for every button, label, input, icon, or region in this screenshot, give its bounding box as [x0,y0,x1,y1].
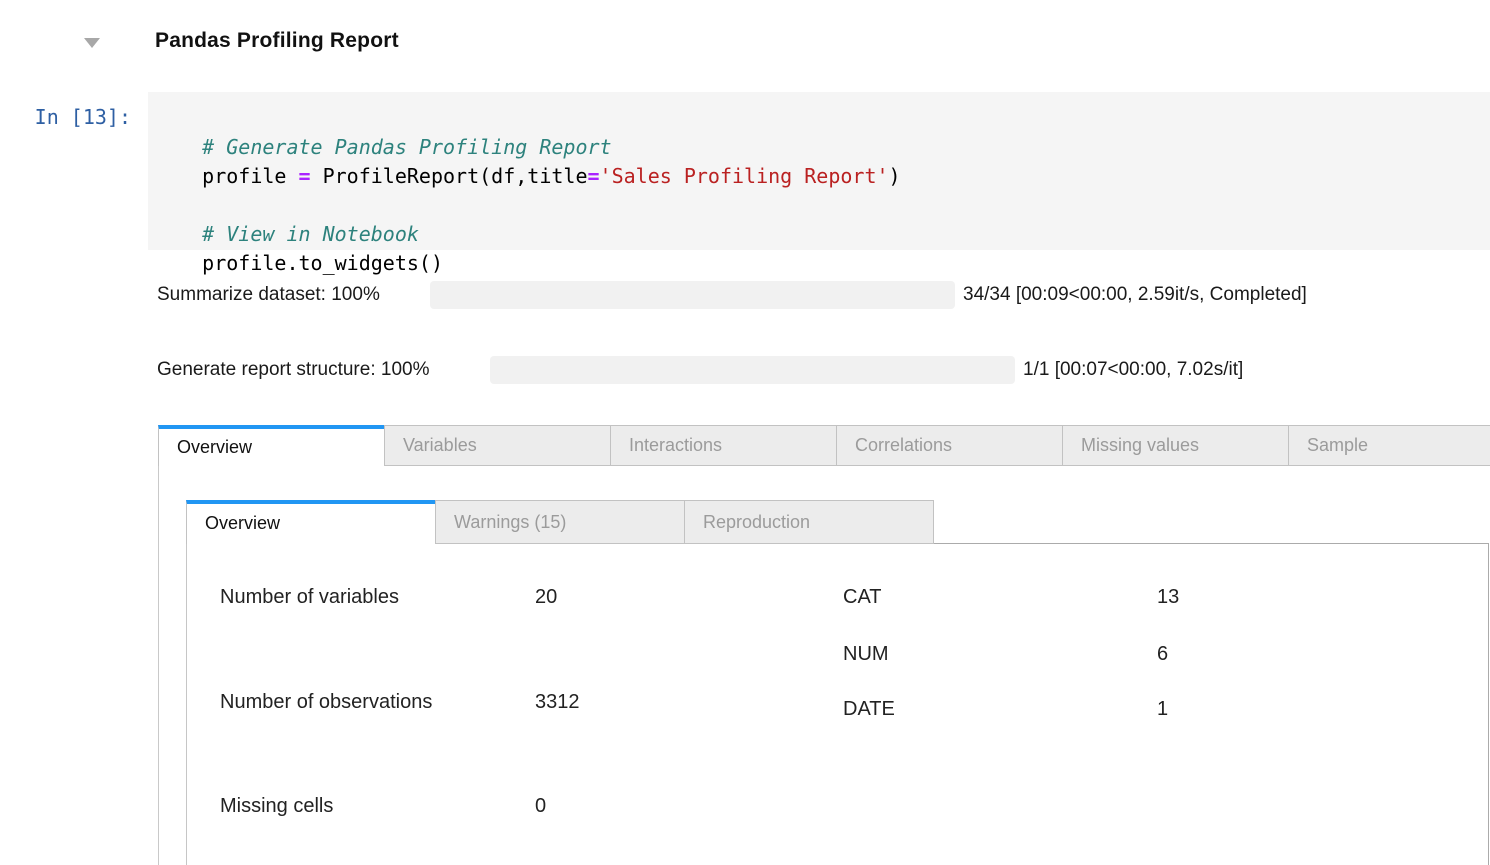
code-line: profile.to_widgets() [154,220,1490,275]
progress-label: Summarize dataset: 100% [157,284,380,305]
overview-panel [186,543,1489,865]
code-line: # Generate Pandas Profiling Report [154,104,1490,159]
code-string: 'Sales Profiling Report' [599,164,889,188]
code-token: ProfileReport(df,title [310,164,588,188]
code-comment: # Generate Pandas Profiling Report [202,135,612,159]
stat-value-num: 6 [1157,643,1169,665]
code-comment: # View in Notebook [202,222,419,246]
code-operator: = [298,164,311,188]
tab-missing-values[interactable]: Missing values [1062,425,1289,466]
code-token: profile [202,164,299,188]
stat-value-number-of-observations: 3312 [535,691,580,713]
stat-label-missing-cells: Missing cells [220,795,334,817]
subtab-reproduction[interactable]: Reproduction [684,500,934,544]
tab-overview[interactable]: Overview [158,425,385,466]
code-line: profile = ProfileReport(df,title='Sales … [154,133,1490,188]
code-token: ) [888,164,901,188]
stat-label-number-of-observations: Number of observations [220,691,433,713]
stat-label-cat: CAT [843,586,882,608]
tab-variables[interactable]: Variables [384,425,611,466]
cell-input-prompt: In [13]: [34,105,131,129]
stat-label-number-of-variables: Number of variables [220,586,399,608]
stat-value-date: 1 [1157,698,1169,720]
code-editor[interactable]: # Generate Pandas Profiling Report profi… [148,92,1490,275]
progress-label: Generate report structure: 100% [157,359,430,380]
page-title: Pandas Profiling Report [155,29,399,52]
tab-sample[interactable]: Sample [1288,425,1490,466]
progress-bar [490,356,1015,384]
stat-label-num: NUM [843,643,889,665]
overview-subtabbar: Overview Warnings (15) Reproduction [186,500,934,544]
progress-stats: 34/34 [00:09<00:00, 2.59it/s, Completed] [963,284,1307,305]
code-token: profile.to_widgets() [202,251,443,275]
stat-label-date: DATE [843,698,895,720]
tab-correlations[interactable]: Correlations [836,425,1063,466]
progress-row-report-structure: Generate report structure: 100% 1/1 [00:… [157,356,1243,384]
report-tabbar: Overview Variables Interactions Correlat… [158,425,1490,466]
subtab-overview[interactable]: Overview [186,500,436,544]
stat-value-cat: 13 [1157,586,1180,608]
code-line: # View in Notebook [154,191,1490,246]
stat-value-missing-cells: 0 [535,795,547,817]
tab-interactions[interactable]: Interactions [610,425,837,466]
subtab-warnings[interactable]: Warnings (15) [435,500,685,544]
collapse-arrow-icon[interactable] [84,38,100,48]
progress-stats: 1/1 [00:07<00:00, 7.02s/it] [1023,359,1244,380]
code-operator: = [587,164,600,188]
progress-row-summarize: Summarize dataset: 100% 34/34 [00:09<00:… [157,281,1307,309]
stat-value-number-of-variables: 20 [535,586,558,608]
tab-content-panel-border [158,466,159,865]
progress-bar [430,281,955,309]
